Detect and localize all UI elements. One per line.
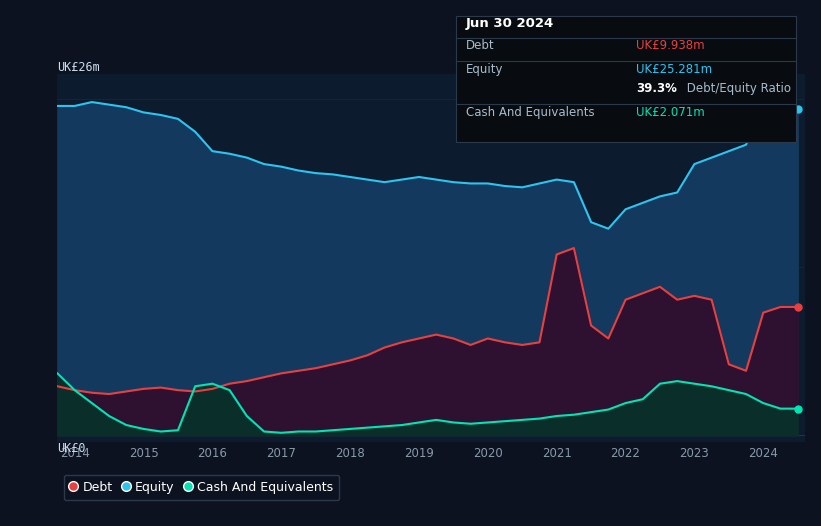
Legend: Debt, Equity, Cash And Equivalents: Debt, Equity, Cash And Equivalents [64, 474, 339, 500]
Text: UK£26m: UK£26m [57, 60, 100, 74]
Text: UK£25.281m: UK£25.281m [636, 63, 713, 76]
Text: Equity: Equity [466, 63, 503, 76]
Text: UK£9.938m: UK£9.938m [636, 39, 705, 53]
Text: Jun 30 2024: Jun 30 2024 [466, 17, 553, 31]
Text: Debt: Debt [466, 39, 494, 53]
Text: UK£2.071m: UK£2.071m [636, 106, 705, 119]
Text: Cash And Equivalents: Cash And Equivalents [466, 106, 594, 119]
Text: 39.3%: 39.3% [636, 82, 677, 95]
Text: UK£0: UK£0 [57, 442, 86, 455]
Text: Debt/Equity Ratio: Debt/Equity Ratio [683, 82, 791, 95]
